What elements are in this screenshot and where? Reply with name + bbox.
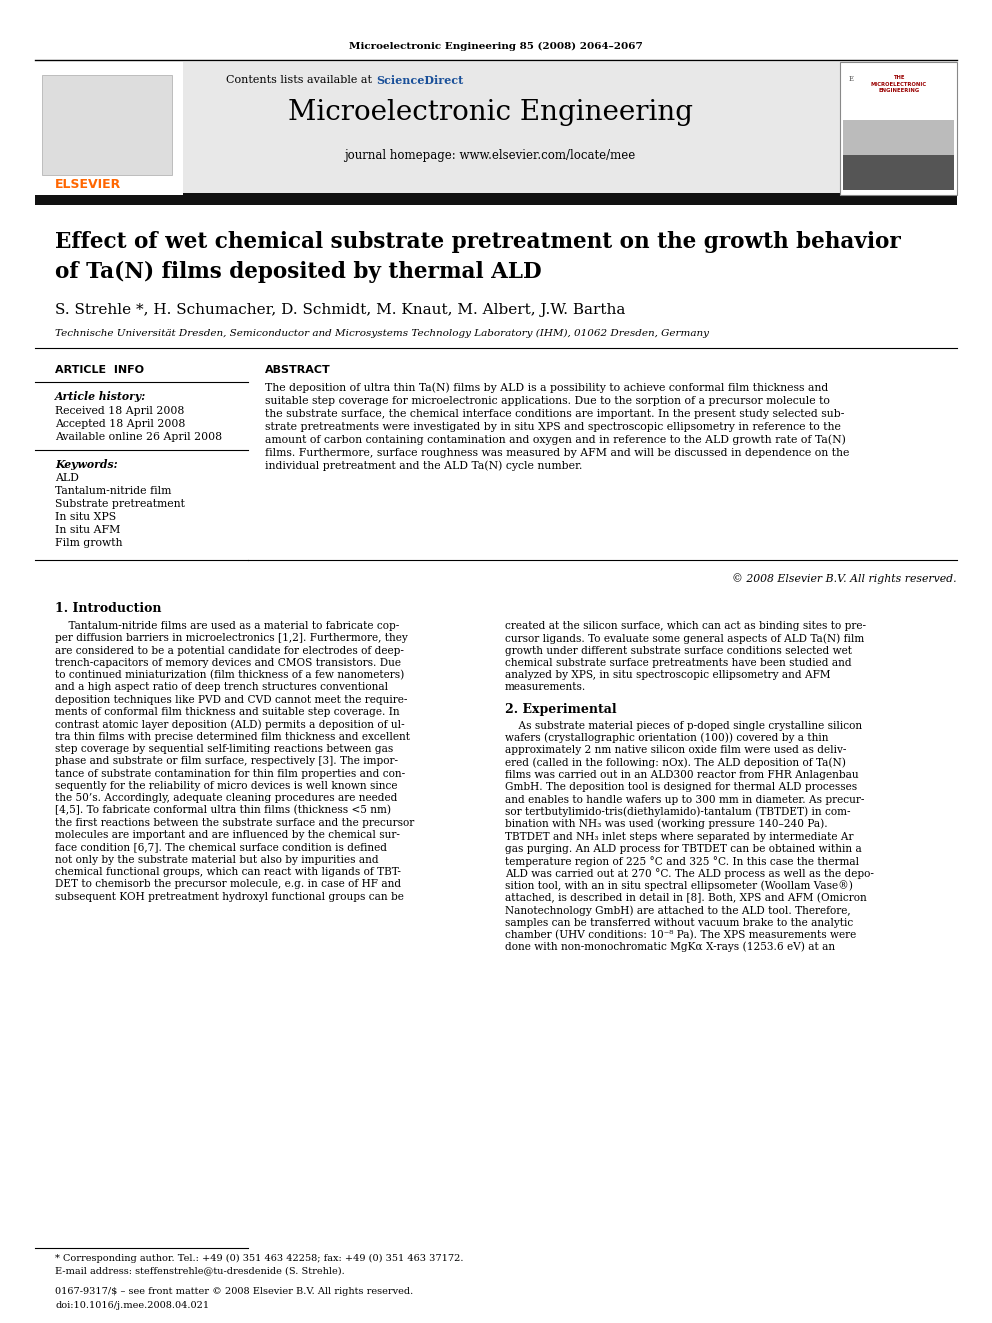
- Text: Microelectronic Engineering: Microelectronic Engineering: [288, 98, 692, 126]
- Bar: [35, 62, 183, 194]
- Text: Nanotechnology GmbH) are attached to the ALD tool. Therefore,: Nanotechnology GmbH) are attached to the…: [505, 905, 850, 916]
- Text: measurements.: measurements.: [505, 683, 586, 692]
- Text: Film growth: Film growth: [55, 538, 122, 548]
- Text: THE
MICROELECTRONIC
ENGINEERING: THE MICROELECTRONIC ENGINEERING: [871, 75, 928, 93]
- Text: chemical functional groups, which can react with ligands of TBT-: chemical functional groups, which can re…: [55, 867, 401, 877]
- Text: contrast atomic layer deposition (ALD) permits a deposition of ul-: contrast atomic layer deposition (ALD) p…: [55, 720, 405, 730]
- Text: cursor ligands. To evaluate some general aspects of ALD Ta(N) film: cursor ligands. To evaluate some general…: [505, 632, 864, 643]
- Text: Keywords:: Keywords:: [55, 459, 118, 470]
- Text: temperature region of 225 °C and 325 °C. In this case the thermal: temperature region of 225 °C and 325 °C.…: [505, 856, 859, 867]
- Text: GmbH. The deposition tool is designed for thermal ALD processes: GmbH. The deposition tool is designed fo…: [505, 782, 857, 792]
- Text: gas purging. An ALD process for TBTDET can be obtained within a: gas purging. An ALD process for TBTDET c…: [505, 844, 862, 853]
- Text: Microelectronic Engineering 85 (2008) 2064–2067: Microelectronic Engineering 85 (2008) 20…: [349, 41, 643, 50]
- Text: deposition techniques like PVD and CVD cannot meet the require-: deposition techniques like PVD and CVD c…: [55, 695, 408, 705]
- Text: growth under different substrate surface conditions selected wet: growth under different substrate surface…: [505, 646, 852, 656]
- Text: chamber (UHV conditions: 10⁻⁸ Pa). The XPS measurements were: chamber (UHV conditions: 10⁻⁸ Pa). The X…: [505, 930, 856, 941]
- Text: [4,5]. To fabricate conformal ultra thin films (thickness <5 nm): [4,5]. To fabricate conformal ultra thin…: [55, 806, 391, 816]
- Bar: [35, 193, 957, 205]
- Text: ments of conformal film thickness and suitable step coverage. In: ments of conformal film thickness and su…: [55, 706, 400, 717]
- Text: are considered to be a potential candidate for electrodes of deep-: are considered to be a potential candida…: [55, 646, 404, 656]
- Text: DET to chemisorb the precursor molecule, e.g. in case of HF and: DET to chemisorb the precursor molecule,…: [55, 880, 401, 889]
- Text: suitable step coverage for microelectronic applications. Due to the sorption of : suitable step coverage for microelectron…: [265, 396, 830, 406]
- Text: Received 18 April 2008: Received 18 April 2008: [55, 406, 185, 415]
- Text: step coverage by sequential self-limiting reactions between gas: step coverage by sequential self-limitin…: [55, 744, 393, 754]
- Text: doi:10.1016/j.mee.2008.04.021: doi:10.1016/j.mee.2008.04.021: [55, 1301, 209, 1310]
- Text: 1. Introduction: 1. Introduction: [55, 602, 162, 614]
- Text: ered (called in the following: nOx). The ALD deposition of Ta(N): ered (called in the following: nOx). The…: [505, 758, 846, 767]
- Text: sor tertbutylimido-tris(diethylamido)-tantalum (TBTDET) in com-: sor tertbutylimido-tris(diethylamido)-ta…: [505, 807, 850, 818]
- Text: Available online 26 April 2008: Available online 26 April 2008: [55, 433, 222, 442]
- Text: created at the silicon surface, which can act as binding sites to pre-: created at the silicon surface, which ca…: [505, 620, 866, 631]
- Text: ALD was carried out at 270 °C. The ALD process as well as the depo-: ALD was carried out at 270 °C. The ALD p…: [505, 868, 874, 878]
- Text: sition tool, with an in situ spectral ellipsometer (Woollam Vase®): sition tool, with an in situ spectral el…: [505, 880, 853, 892]
- Bar: [840, 62, 957, 194]
- Text: analyzed by XPS, in situ spectroscopic ellipsometry and AFM: analyzed by XPS, in situ spectroscopic e…: [505, 671, 830, 680]
- Text: and a high aspect ratio of deep trench structures conventional: and a high aspect ratio of deep trench s…: [55, 683, 388, 692]
- Text: face condition [6,7]. The chemical surface condition is defined: face condition [6,7]. The chemical surfa…: [55, 843, 387, 852]
- Text: the 50’s. Accordingly, adequate cleaning procedures are needed: the 50’s. Accordingly, adequate cleaning…: [55, 794, 398, 803]
- Bar: [843, 120, 954, 191]
- Text: done with non-monochromatic MgKα X-rays (1253.6 eV) at an: done with non-monochromatic MgKα X-rays …: [505, 942, 835, 953]
- Text: to continued miniaturization (film thickness of a few nanometers): to continued miniaturization (film thick…: [55, 669, 405, 680]
- Text: strate pretreatments were investigated by in situ XPS and spectroscopic ellipsom: strate pretreatments were investigated b…: [265, 422, 841, 433]
- Text: * Corresponding author. Tel.: +49 (0) 351 463 42258; fax: +49 (0) 351 463 37172.: * Corresponding author. Tel.: +49 (0) 35…: [55, 1253, 463, 1262]
- Text: TBTDET and NH₃ inlet steps where separated by intermediate Ar: TBTDET and NH₃ inlet steps where separat…: [505, 831, 853, 841]
- Text: amount of carbon containing contamination and oxygen and in reference to the ALD: amount of carbon containing contaminatio…: [265, 435, 846, 446]
- Text: Tantalum-nitride films are used as a material to fabricate cop-: Tantalum-nitride films are used as a mat…: [55, 620, 399, 631]
- Text: Technische Universität Dresden, Semiconductor and Microsystems Technology Labora: Technische Universität Dresden, Semicond…: [55, 328, 709, 337]
- Bar: [35, 62, 955, 194]
- Text: ELSEVIER: ELSEVIER: [55, 179, 121, 192]
- Text: the substrate surface, the chemical interface conditions are important. In the p: the substrate surface, the chemical inte…: [265, 409, 844, 419]
- Text: subsequent KOH pretreatment hydroxyl functional groups can be: subsequent KOH pretreatment hydroxyl fun…: [55, 892, 404, 901]
- Text: bination with NH₃ was used (working pressure 140–240 Pa).: bination with NH₃ was used (working pres…: [505, 819, 827, 830]
- Text: not only by the substrate material but also by impurities and: not only by the substrate material but a…: [55, 855, 379, 865]
- Text: In situ AFM: In situ AFM: [55, 525, 120, 534]
- Text: the first reactions between the substrate surface and the precursor: the first reactions between the substrat…: [55, 818, 415, 828]
- Text: sequently for the reliability of micro devices is well known since: sequently for the reliability of micro d…: [55, 781, 398, 791]
- Text: of Ta(N) films deposited by thermal ALD: of Ta(N) films deposited by thermal ALD: [55, 261, 542, 283]
- Text: In situ XPS: In situ XPS: [55, 512, 116, 523]
- Text: As substrate material pieces of p-doped single crystalline silicon: As substrate material pieces of p-doped …: [505, 721, 862, 730]
- Text: films. Furthermore, surface roughness was measured by AFM and will be discussed : films. Furthermore, surface roughness wa…: [265, 448, 849, 458]
- Bar: [843, 155, 954, 191]
- Text: wafers (crystallographic orientation (100)) covered by a thin: wafers (crystallographic orientation (10…: [505, 733, 828, 744]
- Text: 0167-9317/$ – see front matter © 2008 Elsevier B.V. All rights reserved.: 0167-9317/$ – see front matter © 2008 El…: [55, 1287, 414, 1297]
- Text: films was carried out in an ALD300 reactor from FHR Anlagenbau: films was carried out in an ALD300 react…: [505, 770, 859, 781]
- Text: E-mail address: steffenstrehle@tu-dresdenide (S. Strehle).: E-mail address: steffenstrehle@tu-dresde…: [55, 1266, 345, 1275]
- Text: attached, is described in detail in [8]. Both, XPS and AFM (Omicron: attached, is described in detail in [8].…: [505, 893, 867, 904]
- Text: ALD: ALD: [55, 474, 79, 483]
- Text: tance of substrate contamination for thin film properties and con-: tance of substrate contamination for thi…: [55, 769, 405, 779]
- Text: molecules are important and are influenced by the chemical sur-: molecules are important and are influenc…: [55, 830, 400, 840]
- Text: individual pretreatment and the ALD Ta(N) cycle number.: individual pretreatment and the ALD Ta(N…: [265, 460, 582, 471]
- Text: ARTICLE  INFO: ARTICLE INFO: [55, 365, 144, 374]
- Text: approximately 2 nm native silicon oxide film were used as deliv-: approximately 2 nm native silicon oxide …: [505, 745, 846, 755]
- Text: per diffusion barriers in microelectronics [1,2]. Furthermore, they: per diffusion barriers in microelectroni…: [55, 634, 408, 643]
- Text: journal homepage: www.elsevier.com/locate/mee: journal homepage: www.elsevier.com/locat…: [344, 148, 636, 161]
- Text: chemical substrate surface pretreatments have been studied and: chemical substrate surface pretreatments…: [505, 658, 851, 668]
- Bar: [42, 75, 172, 175]
- Text: tra thin films with precise determined film thickness and excellent: tra thin films with precise determined f…: [55, 732, 410, 742]
- Text: E: E: [849, 75, 854, 83]
- Text: and enables to handle wafers up to 300 mm in diameter. As precur-: and enables to handle wafers up to 300 m…: [505, 795, 864, 804]
- Text: Tantalum-nitride film: Tantalum-nitride film: [55, 486, 172, 496]
- Text: The deposition of ultra thin Ta(N) films by ALD is a possibility to achieve conf: The deposition of ultra thin Ta(N) films…: [265, 382, 828, 393]
- Text: 2. Experimental: 2. Experimental: [505, 704, 617, 716]
- Text: S. Strehle *, H. Schumacher, D. Schmidt, M. Knaut, M. Albert, J.W. Bartha: S. Strehle *, H. Schumacher, D. Schmidt,…: [55, 303, 625, 318]
- Text: samples can be transferred without vacuum brake to the analytic: samples can be transferred without vacuu…: [505, 918, 853, 927]
- Text: Contents lists available at: Contents lists available at: [225, 75, 375, 85]
- Text: ScienceDirect: ScienceDirect: [376, 74, 463, 86]
- Text: Accepted 18 April 2008: Accepted 18 April 2008: [55, 419, 186, 429]
- Text: phase and substrate or film surface, respectively [3]. The impor-: phase and substrate or film surface, res…: [55, 757, 398, 766]
- Text: Article history:: Article history:: [55, 392, 146, 402]
- Text: ABSTRACT: ABSTRACT: [265, 365, 330, 374]
- Text: trench-capacitors of memory devices and CMOS transistors. Due: trench-capacitors of memory devices and …: [55, 658, 401, 668]
- Text: Substrate pretreatment: Substrate pretreatment: [55, 499, 185, 509]
- Text: Effect of wet chemical substrate pretreatment on the growth behavior: Effect of wet chemical substrate pretrea…: [55, 232, 901, 253]
- Text: © 2008 Elsevier B.V. All rights reserved.: © 2008 Elsevier B.V. All rights reserved…: [732, 574, 957, 585]
